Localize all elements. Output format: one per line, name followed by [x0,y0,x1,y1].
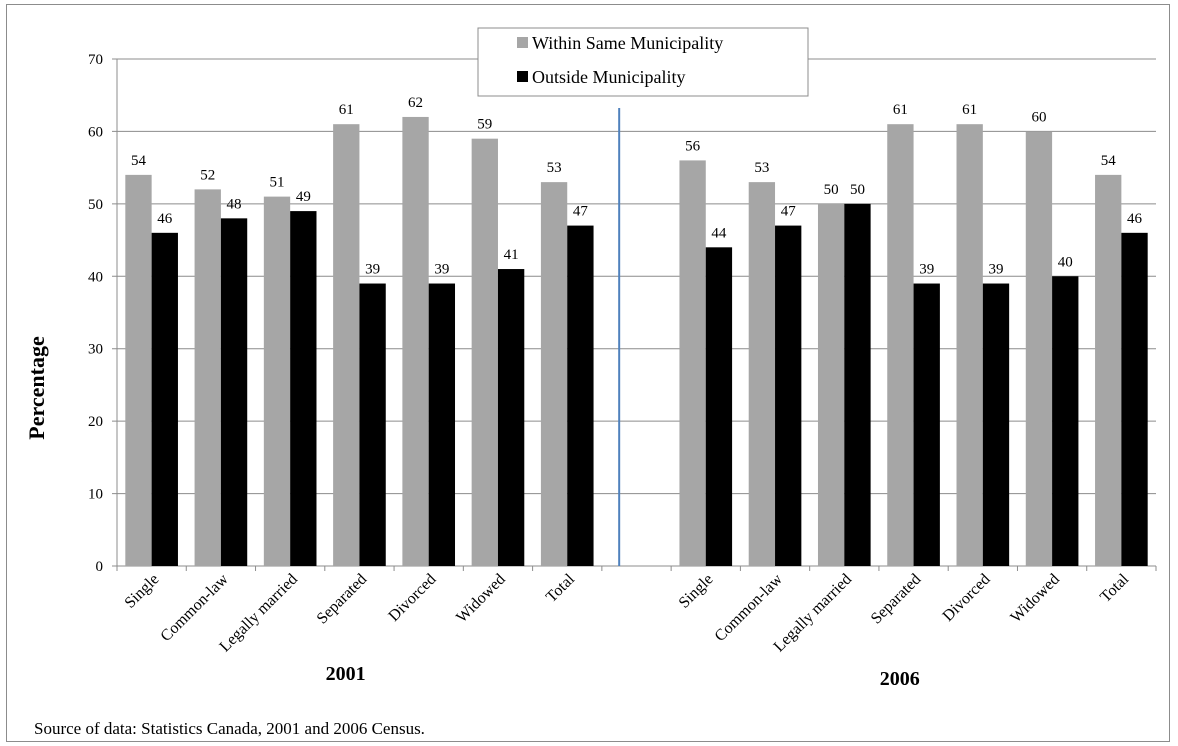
bar [775,225,802,567]
data-label: 39 [988,262,1003,278]
data-label: 54 [1101,153,1117,169]
data-label: 41 [504,247,519,263]
category-label: Divorced [385,571,439,625]
bar [333,124,360,566]
y-tick-label: 10 [88,487,103,503]
data-label: 39 [365,262,380,278]
bar [497,269,525,566]
data-label: 59 [477,117,492,133]
category-label: Total [1097,570,1132,605]
bar [982,283,1010,566]
bar [844,203,871,566]
data-labels: 54 46 52 48 51 49 61 39 62 39 59 41 53 47 56 44 53 47 50 50… [131,95,1143,278]
data-label: 60 [1031,109,1046,125]
data-label: 47 [781,204,797,220]
category-label: Divorced [940,571,994,625]
group-labels: 2001 2006 [326,663,920,690]
bar [471,138,498,566]
data-label: 61 [962,102,977,118]
source-note: Source of data: Statistics Canada, 2001 … [34,719,425,738]
bar [540,182,568,566]
bar [151,232,178,567]
bar [220,218,248,567]
data-label: 47 [573,204,589,220]
data-label: 46 [157,211,173,227]
bar [290,211,317,566]
legend-label-outside: Outside Municipality [532,67,685,87]
data-label: 39 [434,262,449,278]
y-tick-label: 70 [88,52,103,68]
data-label: 50 [850,182,865,198]
legend: Within Same Municipality Outside Municip… [477,27,809,97]
data-label: 44 [711,225,727,241]
data-label: 48 [227,196,242,212]
bar [887,124,914,566]
data-label: 53 [547,160,562,176]
bar [1052,276,1079,566]
group-label: 2006 [880,668,920,690]
legend-label-within: Within Same Municipality [532,33,723,53]
category-label: Common-law [712,570,787,645]
data-label: 51 [270,175,285,191]
y-tick-label: 30 [88,342,103,358]
bar [194,189,221,566]
bar [359,283,386,566]
data-label: 52 [200,167,215,183]
bar [567,225,594,567]
data-label: 49 [296,189,311,205]
group-label: 2001 [326,663,366,685]
legend-swatch-within [517,37,528,48]
data-label: 39 [919,262,934,278]
category-label: Single [122,571,163,612]
y-tick-label: 60 [88,124,103,140]
category-label: Single [676,571,717,612]
bar [1121,232,1148,567]
bar [679,160,706,566]
y-tick-label: 0 [96,559,104,575]
bars [125,116,1148,567]
category-label: Widowed [453,571,509,627]
y-tick-label: 50 [88,197,103,213]
data-label: 40 [1058,254,1073,270]
category-label: Common-law [157,570,232,645]
data-label: 46 [1127,211,1143,227]
bar [705,247,733,567]
y-axis-label: Percentage [24,336,49,440]
data-label: 53 [754,160,769,176]
data-label: 61 [893,102,908,118]
legend-box [477,27,809,97]
bar [913,283,940,566]
y-tick-label: 40 [88,269,103,285]
data-label: 61 [339,102,354,118]
bar [263,196,291,566]
y-tick-labels: 0 10 20 30 40 50 60 70 [88,52,103,575]
bar [956,124,983,566]
category-label: Separated [314,571,371,628]
bar [748,182,776,566]
bar [1025,131,1053,566]
bar [1095,174,1122,566]
category-label: Widowed [1007,571,1063,627]
bar [428,283,456,566]
bar [402,116,429,566]
bar [125,174,152,566]
data-label: 56 [685,138,701,154]
category-label: Separated [868,571,925,628]
legend-swatch-outside [517,71,528,82]
data-label: 50 [824,182,839,198]
data-label: 54 [131,153,147,169]
bar [817,203,845,566]
data-label: 62 [408,95,423,111]
y-tick-label: 20 [88,414,103,430]
category-label: Total [543,570,578,605]
